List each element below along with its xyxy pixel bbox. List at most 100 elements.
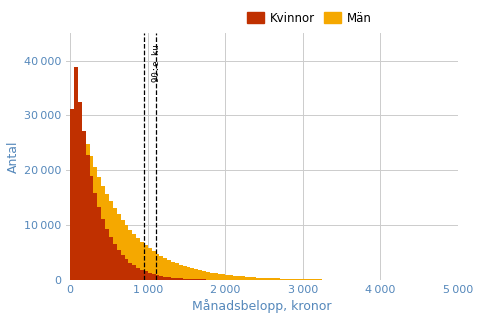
Bar (94, 193, 97, 280)
Bar (117, 250, 120, 280)
Bar (206, 272, 210, 280)
Bar (128, 230, 132, 280)
Bar (295, 279, 299, 280)
Bar (214, 273, 217, 280)
Bar (159, 256, 163, 280)
Bar (86, 155, 90, 280)
Bar (105, 194, 109, 280)
Bar (94, 167, 97, 280)
Bar (187, 279, 191, 280)
Bar (175, 278, 179, 280)
Bar (74, 102, 78, 280)
Bar (86, 144, 90, 280)
Bar (109, 237, 113, 280)
Bar (70, 144, 74, 280)
Bar (210, 273, 214, 280)
Bar (113, 244, 117, 280)
Bar (183, 279, 187, 280)
Bar (288, 279, 291, 280)
Bar (198, 279, 202, 280)
Bar (217, 274, 221, 280)
Bar (144, 245, 148, 280)
Bar (311, 279, 314, 280)
Bar (194, 269, 198, 280)
Bar (179, 265, 183, 280)
Bar (318, 279, 322, 280)
Bar (74, 67, 78, 280)
Bar (249, 277, 252, 280)
Bar (117, 214, 120, 280)
Bar (163, 276, 167, 280)
Bar (198, 270, 202, 280)
Bar (264, 278, 268, 280)
Bar (279, 279, 284, 280)
Bar (171, 278, 175, 280)
Bar (229, 276, 233, 280)
Bar (120, 220, 124, 280)
Bar (291, 279, 295, 280)
Bar (245, 277, 249, 280)
Bar (163, 258, 167, 280)
Bar (120, 255, 124, 280)
Bar (113, 208, 117, 280)
Bar (156, 275, 159, 280)
Bar (187, 267, 191, 280)
Bar (167, 260, 171, 280)
Bar (303, 279, 307, 280)
Bar (284, 279, 288, 280)
Bar (202, 271, 206, 280)
Bar (132, 235, 136, 280)
Bar (175, 263, 179, 280)
Bar (90, 176, 94, 280)
Bar (268, 278, 272, 280)
Bar (272, 278, 276, 280)
Bar (136, 268, 140, 280)
Bar (82, 132, 86, 280)
Bar (97, 207, 101, 280)
Bar (136, 238, 140, 280)
Bar (167, 277, 171, 280)
X-axis label: Månadsbelopp, kronor: Månadsbelopp, kronor (192, 299, 332, 313)
Bar (307, 279, 311, 280)
Bar (97, 177, 101, 280)
Bar (314, 279, 318, 280)
Bar (179, 278, 183, 280)
Bar (171, 262, 175, 280)
Bar (159, 276, 163, 280)
Bar (105, 229, 109, 280)
Bar (148, 273, 152, 280)
Bar (156, 254, 159, 280)
Bar (82, 131, 86, 280)
Bar (140, 242, 144, 280)
Bar (237, 276, 241, 280)
Bar (225, 275, 229, 280)
Bar (140, 270, 144, 280)
Bar (276, 278, 279, 280)
Bar (183, 266, 187, 280)
Bar (109, 201, 113, 280)
Bar (101, 186, 105, 280)
Bar (152, 274, 156, 280)
Bar (252, 277, 256, 280)
Bar (78, 117, 82, 280)
Bar (148, 248, 152, 280)
Bar (202, 279, 206, 280)
Bar (152, 251, 156, 280)
Y-axis label: Antal: Antal (7, 140, 20, 173)
Bar (233, 276, 237, 280)
Bar (124, 259, 128, 280)
Bar (299, 279, 303, 280)
Bar (90, 156, 94, 280)
Legend: Kvinnor, Män: Kvinnor, Män (242, 7, 376, 29)
Bar (78, 102, 82, 280)
Bar (191, 268, 194, 280)
Bar (241, 276, 245, 280)
Bar (256, 277, 260, 280)
Text: 90:e ku: 90:e ku (152, 44, 161, 82)
Bar (128, 262, 132, 280)
Bar (221, 275, 225, 280)
Bar (70, 109, 74, 280)
Bar (101, 219, 105, 280)
Bar (132, 265, 136, 280)
Bar (124, 225, 128, 280)
